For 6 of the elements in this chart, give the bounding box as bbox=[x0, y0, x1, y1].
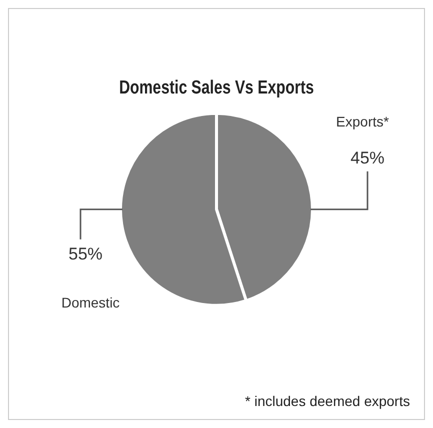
text: * includes deemed exports bbox=[245, 393, 410, 409]
slice-label: Exports* bbox=[336, 113, 390, 130]
chart-title: Domestic Sales Vs Exports bbox=[119, 76, 314, 98]
slice-label: Domestic bbox=[61, 294, 120, 310]
data-label: 55% bbox=[68, 244, 103, 264]
data-label: 45% bbox=[350, 148, 385, 168]
